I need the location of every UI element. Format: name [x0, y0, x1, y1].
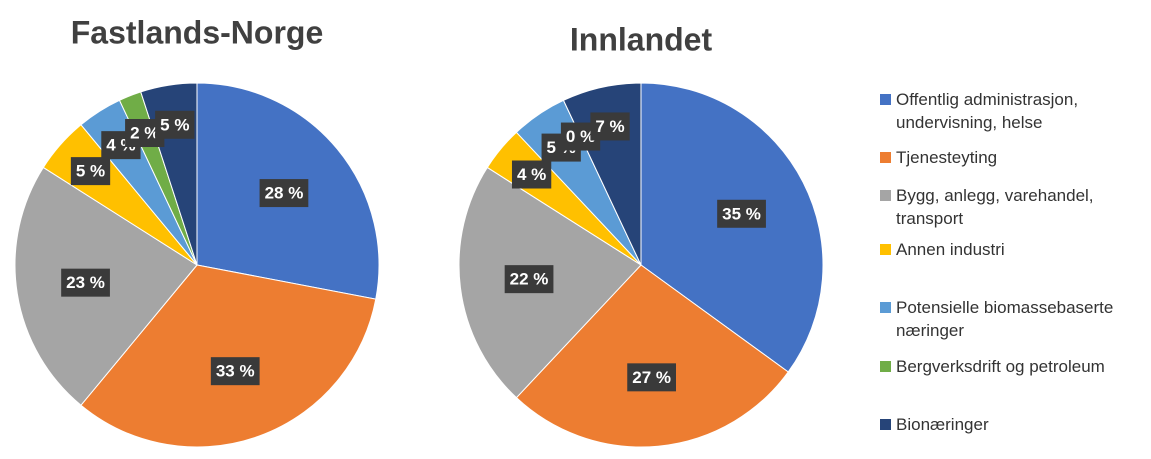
- data-label-text: 0 %: [566, 127, 595, 146]
- legend-item: Bergverksdrift og petroleum: [880, 355, 1151, 378]
- data-label: 23 %: [61, 268, 110, 297]
- data-label-text: 33 %: [216, 362, 255, 381]
- data-label: 35 %: [717, 199, 766, 228]
- label-box: [590, 112, 630, 141]
- data-label: 5 %: [70, 157, 111, 186]
- data-label-text: 27 %: [632, 368, 671, 387]
- legend-item: Annen industri: [880, 238, 1151, 261]
- label-box: [70, 157, 111, 186]
- data-label-text: 23 %: [66, 273, 105, 292]
- legend-item: Bionæringer: [880, 413, 1151, 436]
- legend-label: Potensielle biomassebaserte næringer: [896, 298, 1114, 340]
- label-box: [259, 179, 309, 208]
- legend-item: Tjenesteyting: [880, 146, 1151, 169]
- data-label-text: 7 %: [595, 117, 624, 136]
- legend-item: Offentlig administrasjon, undervisning, …: [880, 88, 1151, 134]
- legend-swatch: [880, 152, 891, 163]
- data-label: 22 %: [504, 265, 554, 294]
- data-label-text: 5 %: [160, 115, 189, 134]
- data-label-text: 4 %: [517, 165, 546, 184]
- label-box: [61, 268, 110, 297]
- legend-swatch: [880, 419, 891, 430]
- label-box: [717, 199, 766, 228]
- label-box: [210, 357, 260, 386]
- legend-swatch: [880, 244, 891, 255]
- data-label-text: 28 %: [265, 184, 304, 203]
- data-label: 28 %: [259, 179, 309, 208]
- legend-label: Offentlig administrasjon, undervisning, …: [896, 90, 1079, 132]
- pie-slice: [80, 264, 377, 448]
- chart-title: Fastlands-Norge: [71, 14, 323, 50]
- legend-item: Potensielle biomassebaserte næringer: [880, 296, 1151, 342]
- legend-swatch: [880, 361, 891, 372]
- legend-label: Bionæringer: [896, 415, 989, 434]
- data-label-text: 5 %: [76, 162, 105, 181]
- data-label: 33 %: [210, 357, 260, 386]
- legend-label: Bygg, anlegg, varehandel, transport: [896, 186, 1094, 228]
- label-box: [155, 110, 195, 139]
- label-box: [511, 160, 552, 189]
- chart-title: Innlandet: [570, 21, 713, 57]
- pie-slice: [515, 264, 789, 448]
- data-label: 27 %: [627, 363, 676, 392]
- legend-label: Annen industri: [896, 240, 1005, 259]
- label-box: [627, 363, 676, 392]
- data-label: 5 %: [155, 110, 195, 139]
- data-label: 4 %: [511, 160, 552, 189]
- legend-swatch: [880, 94, 891, 105]
- data-label-text: 35 %: [722, 204, 761, 223]
- data-label-text: 2 %: [130, 123, 159, 142]
- legend-item: Bygg, anlegg, varehandel, transport: [880, 184, 1151, 230]
- legend-label: Tjenesteyting: [896, 148, 998, 167]
- data-label: 7 %: [590, 112, 630, 141]
- label-box: [504, 265, 554, 294]
- legend-swatch: [880, 190, 891, 201]
- legend-swatch: [880, 302, 891, 313]
- data-label-text: 22 %: [510, 270, 549, 289]
- legend-label: Bergverksdrift og petroleum: [896, 357, 1105, 376]
